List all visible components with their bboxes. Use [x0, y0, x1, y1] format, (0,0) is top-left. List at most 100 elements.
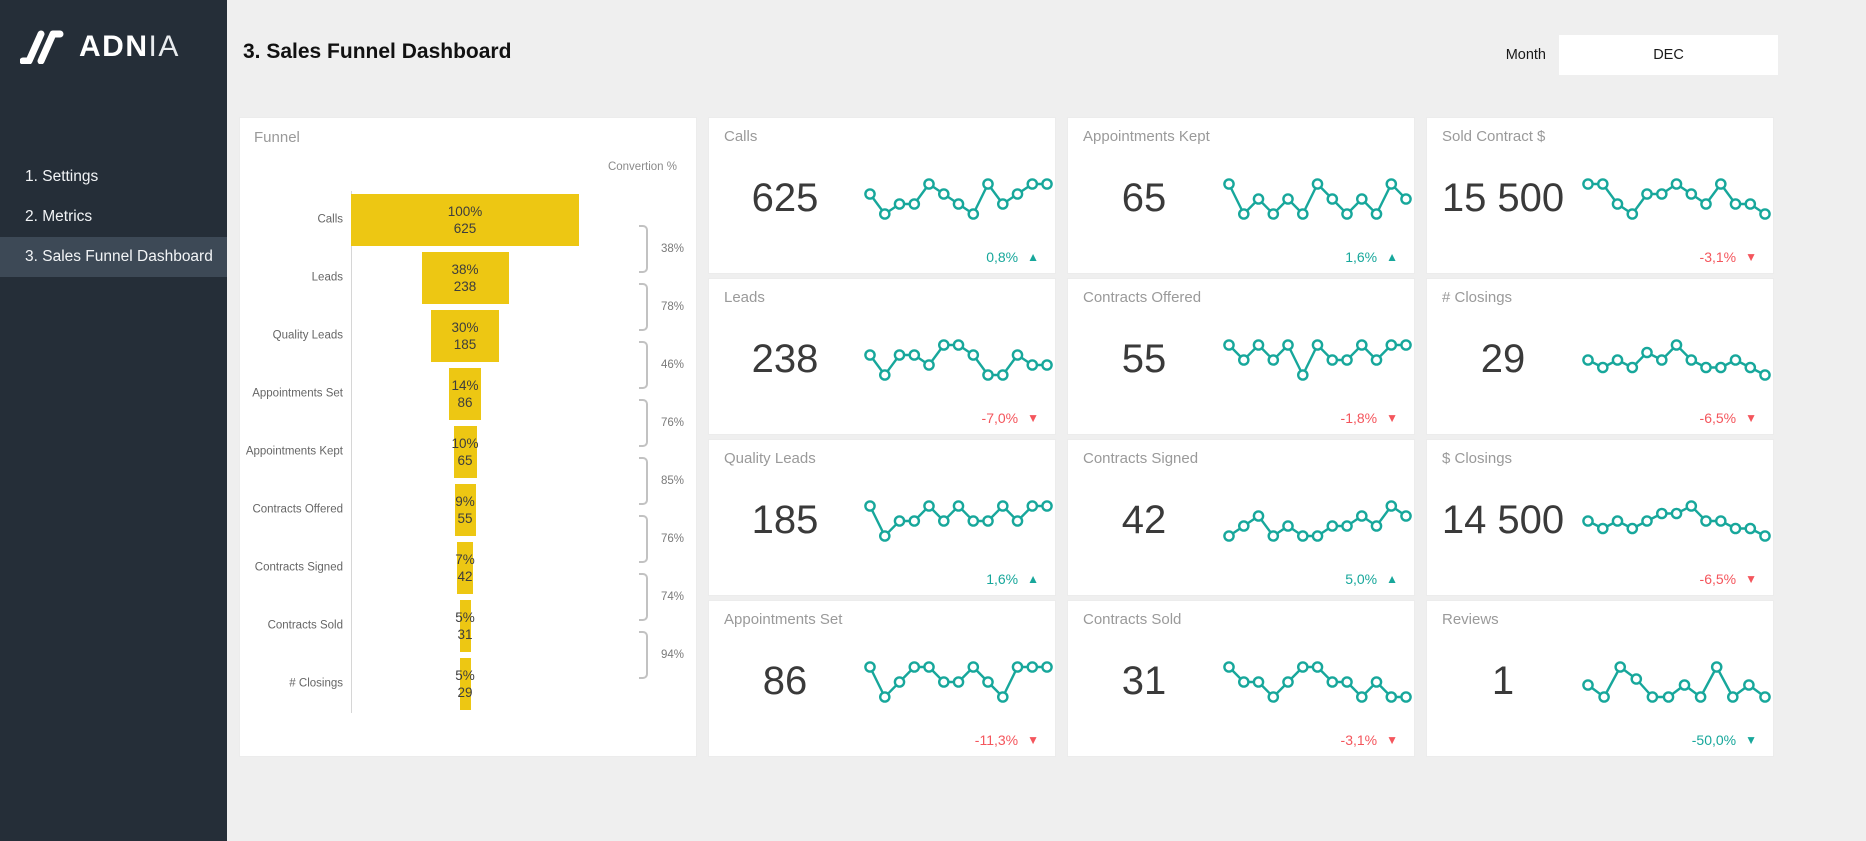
- kpi-card-title: Contracts Offered: [1083, 289, 1202, 306]
- kpi-card: Quality Leads 185 1,6% ▲: [708, 439, 1056, 596]
- kpi-change: -3,1% ▼: [1341, 732, 1398, 748]
- kpi-value: 625: [751, 176, 819, 220]
- funnel-stage-label: Contracts Sold: [267, 619, 343, 632]
- kpi-card-body: 42: [1068, 478, 1414, 563]
- funnel-bar-pct: 100%: [447, 204, 483, 219]
- funnel-bar-count: 86: [457, 395, 473, 410]
- funnel-stage-row: Appointments Kept 10% 65: [240, 423, 696, 481]
- kpi-change-value: 1,6%: [1345, 249, 1378, 265]
- funnel-bar-pct: 5%: [455, 610, 475, 625]
- kpi-sparkline: [861, 336, 1070, 384]
- kpi-card-title: Contracts Signed: [1083, 450, 1199, 467]
- kpi-change-value: 1,6%: [986, 571, 1019, 587]
- kpi-change-value: -3,1%: [1699, 249, 1737, 265]
- down-arrow-icon: ▼: [1745, 411, 1757, 425]
- down-arrow-icon: ▼: [1027, 411, 1039, 425]
- funnel-bar-count: 42: [457, 569, 473, 584]
- funnel-bar-pct: 14%: [451, 378, 479, 393]
- kpi-card-title: Sold Contract $: [1442, 128, 1546, 145]
- funnel-bar-count: 65: [457, 453, 473, 468]
- funnel-bar-pct: 10%: [451, 436, 479, 451]
- sparkline-chart: [1582, 660, 1771, 703]
- sidebar-item[interactable]: 3. Sales Funnel Dashboard: [0, 237, 227, 277]
- kpi-change: 1,6% ▲: [986, 571, 1039, 587]
- kpi-card: Reviews 1 -50,0% ▼: [1426, 600, 1774, 757]
- kpi-card-title: Contracts Sold: [1083, 611, 1182, 628]
- kpi-card-body: 1: [1427, 639, 1773, 724]
- funnel-bar-value: 100% 625: [448, 203, 483, 237]
- funnel-stage-label: # Closings: [289, 677, 343, 690]
- conversion-value: 78%: [661, 301, 685, 313]
- funnel-stage-row: Contracts Offered 9% 55: [240, 481, 696, 539]
- kpi-card-body: 29: [1427, 317, 1773, 402]
- kpi-card-title: Quality Leads: [724, 450, 816, 467]
- kpi-card: Contracts Signed 42 5,0% ▲: [1067, 439, 1415, 596]
- kpi-change: -11,3% ▼: [975, 732, 1039, 748]
- kpi-sparkline: [861, 658, 1070, 706]
- kpi-change: -1,8% ▼: [1341, 410, 1398, 426]
- conversion-value: 94%: [661, 649, 685, 661]
- kpi-card-body: 625: [709, 156, 1055, 241]
- bracket-icon: [639, 341, 648, 389]
- funnel-bar-value: 38% 238: [451, 261, 478, 295]
- funnel-stage-row: Contracts Sold 5% 31: [240, 597, 696, 655]
- kpi-card-title: # Closings: [1442, 289, 1513, 306]
- sparkline-chart: [1582, 177, 1771, 220]
- month-dropdown[interactable]: DEC: [1559, 35, 1778, 75]
- funnel-bar-pct: 9%: [455, 494, 475, 509]
- kpi-change-value: -7,0%: [981, 410, 1019, 426]
- conversion-value: 76%: [661, 417, 685, 429]
- kpi-change-value: 5,0%: [1345, 571, 1378, 587]
- funnel-bar-count: 55: [457, 511, 473, 526]
- funnel-stage-row: Calls 100% 625: [240, 191, 696, 249]
- adnia-logo: ADNIA: [0, 0, 227, 64]
- sparkline-chart: [864, 660, 1053, 703]
- funnel-bar: [459, 600, 471, 652]
- kpi-change-value: -6,5%: [1699, 571, 1737, 587]
- conversion-value: 85%: [661, 475, 685, 487]
- sparkline-chart: [864, 338, 1053, 381]
- kpi-card-title: Leads: [724, 289, 765, 306]
- funnel-bar: [453, 426, 477, 478]
- kpi-card-body: 14 500: [1427, 478, 1773, 563]
- kpi-sparkline: [1579, 497, 1788, 545]
- funnel-stage-label: Quality Leads: [272, 329, 343, 342]
- month-label: Month: [1505, 47, 1546, 63]
- funnel-stage-label: Calls: [317, 213, 343, 226]
- funnel-bar-count: 31: [457, 627, 473, 642]
- funnel-stage-row: # Closings 5% 29: [240, 655, 696, 713]
- kpi-value: 15 500: [1441, 176, 1565, 220]
- bracket-icon: [639, 225, 648, 273]
- kpi-sparkline: [1579, 336, 1788, 384]
- adnia-logo-text: ADNIA: [79, 30, 180, 63]
- funnel-stage-label: Appointments Set: [252, 387, 343, 400]
- funnel-bar-value: 10% 65: [451, 435, 478, 469]
- kpi-change: 1,6% ▲: [1345, 249, 1398, 265]
- funnel-bar-value: 30% 185: [451, 319, 478, 353]
- sidebar-nav: 1. Settings 2. Metrics 3. Sales Funnel Das…: [0, 157, 227, 277]
- kpi-card-title: Appointments Kept: [1083, 128, 1210, 145]
- conversion-item: 85%: [639, 457, 684, 505]
- kpi-grid: Calls 625 0,8% ▲ Appointments Kept 65 1,6% ▲ Sol…: [708, 117, 1774, 757]
- funnel-stage-row: Leads 38% 238: [240, 249, 696, 307]
- kpi-card: Calls 625 0,8% ▲: [708, 117, 1056, 274]
- bracket-icon: [639, 631, 648, 679]
- sidebar-item[interactable]: 1. Settings: [25, 168, 99, 185]
- funnel-bar: [457, 542, 473, 594]
- funnel-bar-count: 29: [457, 685, 473, 700]
- funnel-panel: Funnel Convertion % Calls 100% 625 Leads 38%…: [239, 117, 697, 757]
- kpi-change: 0,8% ▲: [986, 249, 1039, 265]
- adnia-logo-icon: [20, 30, 64, 64]
- funnel-axis-line: [351, 191, 352, 713]
- funnel-stage-label: Leads: [311, 271, 343, 284]
- funnel-stage-row: Quality Leads 30% 185: [240, 307, 696, 365]
- funnel-chart: Calls 100% 625 Leads 38% 238 Quality Leads 30% 1…: [240, 191, 696, 713]
- funnel-stage-label: Contracts Offered: [252, 503, 343, 516]
- kpi-change: 5,0% ▲: [1345, 571, 1398, 587]
- kpi-card: Leads 238 -7,0% ▼: [708, 278, 1056, 435]
- down-arrow-icon: ▼: [1386, 411, 1398, 425]
- kpi-change: -7,0% ▼: [982, 410, 1039, 426]
- sparkline-chart: [1582, 338, 1771, 381]
- sidebar-item[interactable]: 2. Metrics: [25, 208, 93, 225]
- kpi-sparkline: [1220, 175, 1429, 223]
